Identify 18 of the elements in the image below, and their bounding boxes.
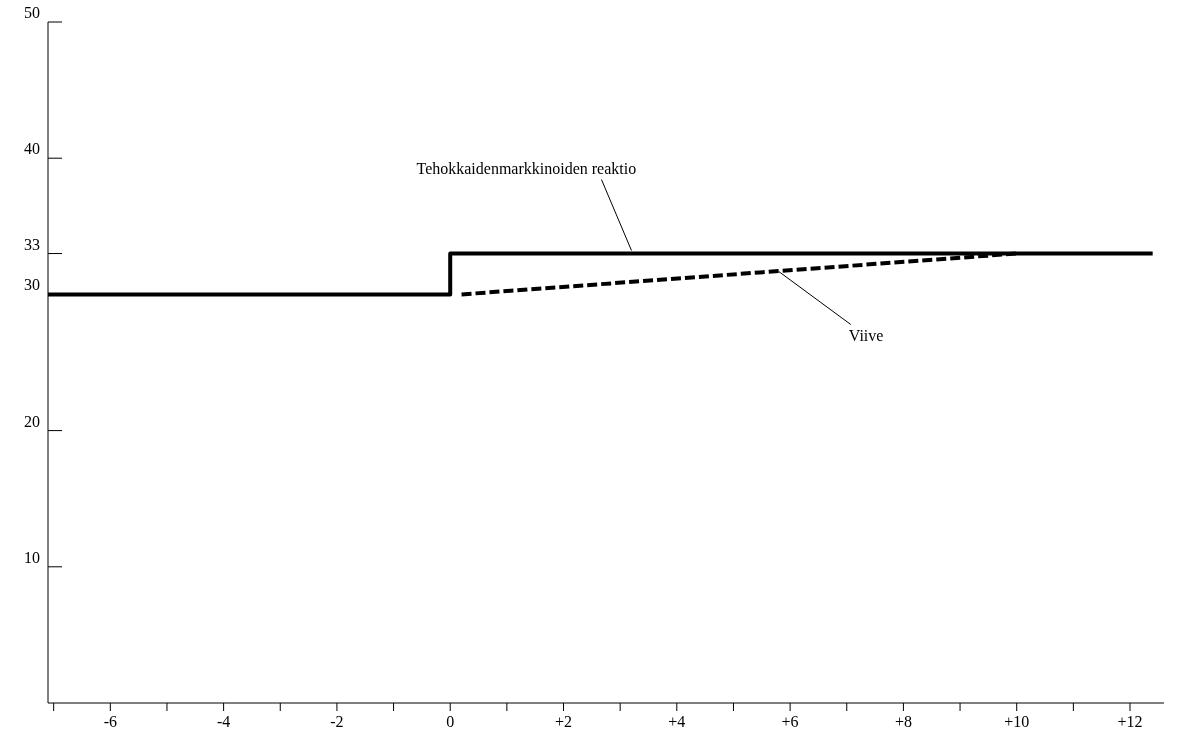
x-tick-label: +2 bbox=[555, 713, 573, 730]
y-tick-label: 50 bbox=[24, 4, 40, 21]
x-tick-label: +6 bbox=[781, 713, 799, 730]
x-tick-label: -6 bbox=[103, 713, 117, 730]
x-tick-label: -4 bbox=[216, 713, 231, 730]
y-tick-label: 30 bbox=[24, 276, 40, 294]
x-tick-label: +10 bbox=[1004, 713, 1030, 730]
y-tick-label: 40 bbox=[24, 140, 40, 158]
y-tick-label: 20 bbox=[24, 412, 40, 430]
annotation: Tehokkaidenmarkkinoiden reaktio bbox=[416, 159, 637, 177]
x-tick-label: +4 bbox=[668, 713, 686, 730]
x-tick-label: -2 bbox=[330, 713, 344, 730]
x-tick-label: +8 bbox=[894, 713, 912, 730]
annotation: Viive bbox=[848, 326, 884, 344]
y-tick-label: 33 bbox=[24, 235, 40, 253]
x-tick-label: +12 bbox=[1117, 713, 1143, 730]
x-tick-label: 0 bbox=[446, 713, 455, 730]
y-tick-label: 10 bbox=[24, 548, 40, 566]
